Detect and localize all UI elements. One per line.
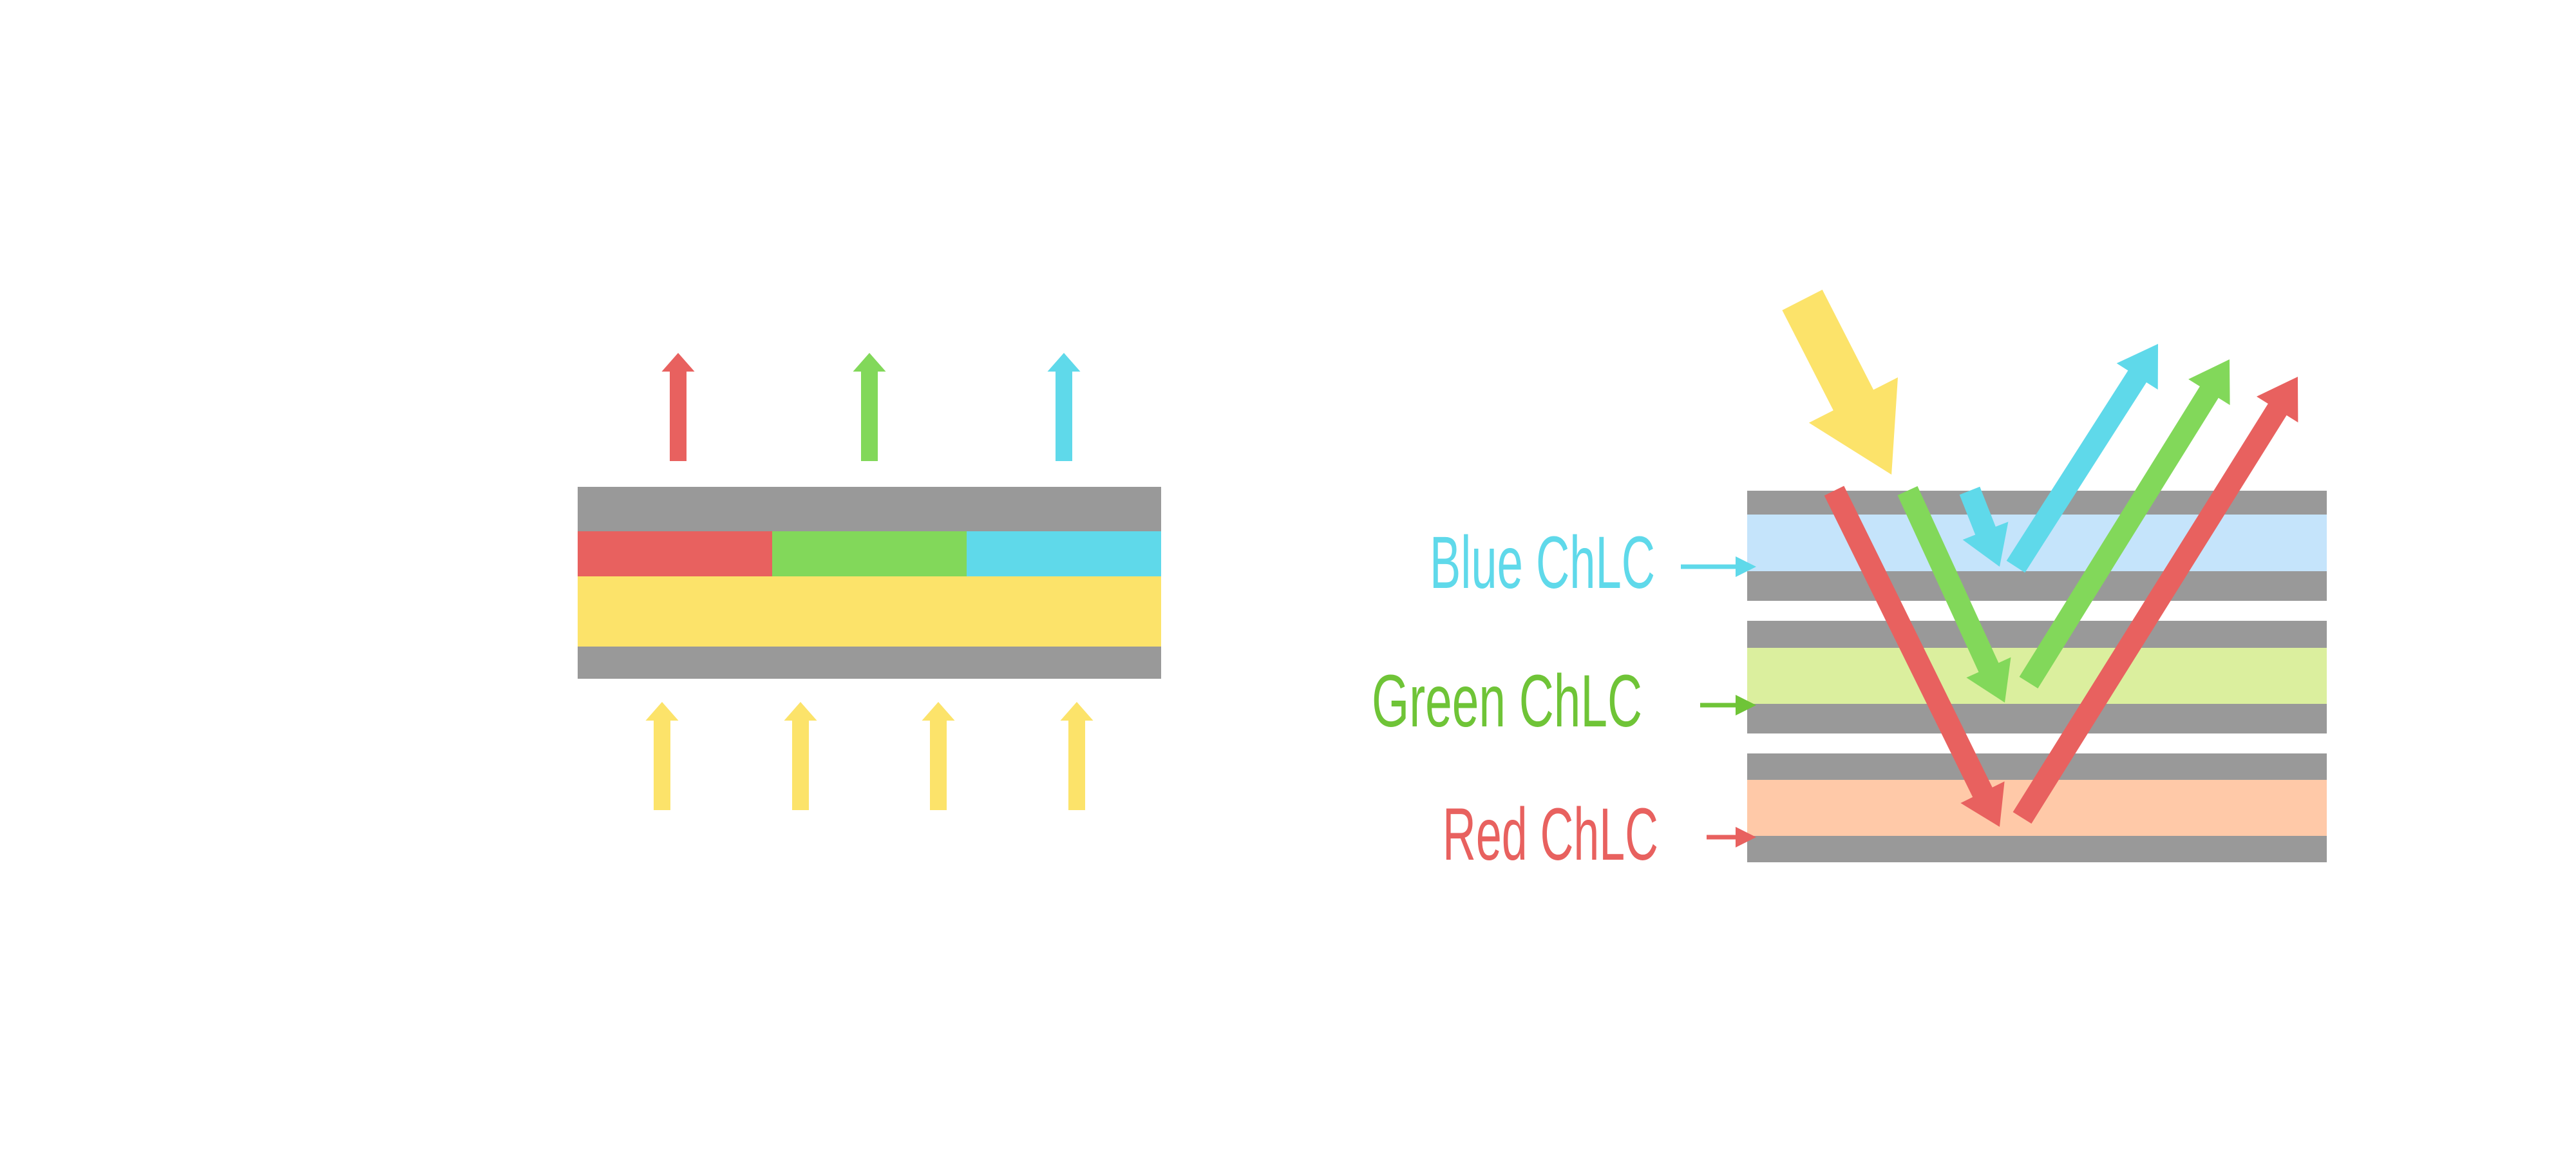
svg-text:Blue ChLC: Blue ChLC (1430, 522, 1655, 604)
svg-text:Red ChLC: Red ChLC (1443, 793, 1658, 876)
svg-text:Green ChLC: Green ChLC (1372, 660, 1642, 743)
